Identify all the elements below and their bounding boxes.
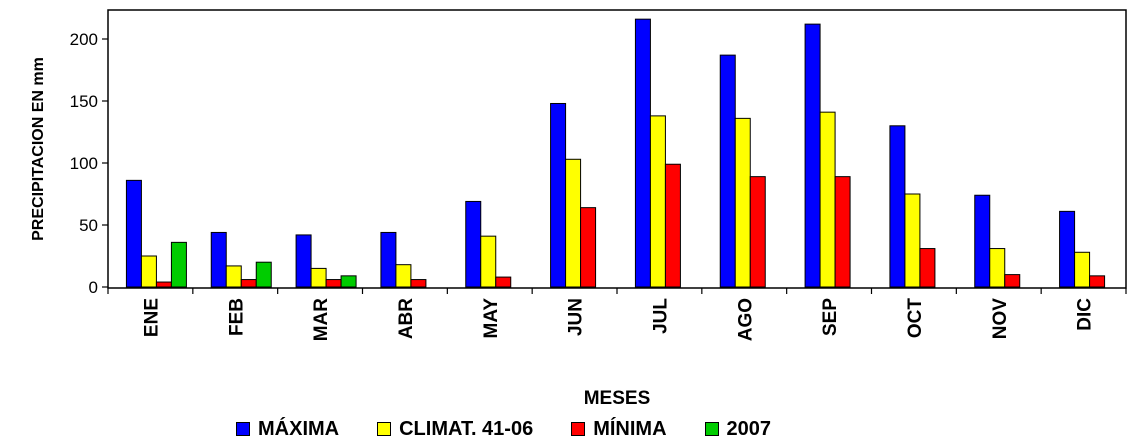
bar-nov-series-1 — [974, 194, 991, 288]
bar-ene-series-2 — [140, 255, 157, 288]
bar-dic-series-3 — [1089, 275, 1106, 288]
x-tick-label-oct: OCT — [905, 298, 926, 339]
bar-feb-series-4 — [255, 261, 272, 288]
bar-nov-series-3 — [1004, 274, 1021, 288]
bars-group — [125, 18, 1106, 288]
bar-dic-series-1 — [1059, 210, 1076, 288]
legend-swatch — [377, 422, 392, 436]
y-axis-title: PRECIPITACION EN mm — [30, 57, 47, 241]
plot-frame — [107, 9, 1127, 289]
bar-abr-series-3 — [410, 279, 427, 288]
y-tick-label: 0 — [89, 278, 98, 297]
bar-ago-series-3 — [749, 176, 766, 288]
bar-ene-series-1 — [125, 179, 142, 288]
x-axis-title: MESES — [584, 388, 651, 409]
x-tick-label-feb: FEB — [226, 298, 247, 336]
y-axis: 0 50 100 150 200 — [70, 30, 108, 297]
bar-nov-series-2 — [989, 248, 1006, 288]
legend-item: MÁXIMA — [236, 418, 339, 441]
x-tick-label-ene: ENE — [141, 298, 162, 337]
bar-oct-series-3 — [919, 248, 936, 288]
bar-sep-series-3 — [834, 176, 851, 288]
y-tick-label: 50 — [79, 216, 98, 235]
bar-dic-series-2 — [1074, 251, 1091, 288]
bar-abr-series-2 — [395, 264, 412, 288]
bar-feb-series-1 — [210, 231, 227, 288]
bar-sep-series-2 — [819, 111, 836, 288]
bar-oct-series-1 — [889, 125, 906, 288]
bar-ago-series-1 — [719, 54, 736, 288]
bar-may-series-2 — [480, 235, 497, 288]
bar-abr-series-1 — [380, 231, 397, 288]
y-tick-label: 100 — [70, 154, 98, 173]
bar-jul-series-3 — [664, 163, 681, 288]
x-tick-label-jun: JUN — [566, 298, 587, 336]
legend-label: MÁXIMA — [258, 417, 340, 440]
bar-feb-series-2 — [225, 265, 242, 288]
bar-jun-series-1 — [550, 102, 567, 288]
legend-item: 2007 — [704, 417, 772, 441]
legend-item: CLIMAT. 41-06 — [377, 418, 533, 441]
bar-jun-series-3 — [580, 207, 597, 288]
x-tick-label-may: MAY — [481, 298, 502, 339]
legend-label: CLIMAT. 41-06 — [399, 417, 534, 440]
bar-may-series-3 — [495, 276, 512, 288]
x-tick-label-sep: SEP — [820, 298, 841, 336]
bar-ene-series-3 — [155, 281, 172, 288]
bar-may-series-1 — [465, 200, 482, 288]
x-tick-label-dic: DIC — [1075, 298, 1096, 331]
bar-oct-series-2 — [904, 193, 921, 288]
bar-mar-series-3 — [325, 279, 342, 288]
x-tick-label-mar: MAR — [311, 298, 332, 342]
precipitation-bar-chart: 0 50 100 150 200 ENE FEB MAR ABR MAY JUN JUL AGO SEP… — [30, 9, 1127, 409]
x-tick-label-abr: ABR — [396, 298, 417, 339]
bar-mar-series-2 — [310, 267, 327, 288]
legend-item: MÍNIMA — [571, 417, 667, 441]
bar-sep-series-1 — [804, 23, 821, 288]
bar-jul-series-2 — [649, 115, 666, 288]
y-tick-label: 150 — [70, 92, 98, 111]
bar-ago-series-2 — [734, 117, 751, 288]
x-tick-label-jul: JUL — [650, 298, 671, 334]
legend-label: MÍNIMA — [593, 417, 667, 440]
bar-ene-series-4 — [170, 241, 187, 288]
legend-swatch — [704, 422, 719, 436]
bar-mar-series-4 — [340, 275, 357, 288]
legend-swatch — [236, 422, 250, 436]
legend-label: 2007 — [726, 417, 772, 440]
x-axis: ENE FEB MAR ABR MAY JUN JUL AGO SEP OCT NOV DIC — [107, 288, 1127, 342]
y-tick-label: 200 — [70, 30, 98, 49]
legend: MÁXIMA CLIMAT. 41-06 MÍNIMA 2007 — [236, 416, 809, 442]
bar-mar-series-1 — [295, 234, 312, 288]
bar-feb-series-3 — [240, 279, 257, 288]
plot-area — [107, 9, 1127, 289]
bar-jul-series-1 — [634, 18, 651, 288]
x-tick-label-ago: AGO — [735, 298, 756, 341]
bar-jun-series-2 — [565, 158, 582, 288]
x-tick-label-nov: NOV — [990, 298, 1011, 340]
legend-swatch — [571, 422, 586, 436]
